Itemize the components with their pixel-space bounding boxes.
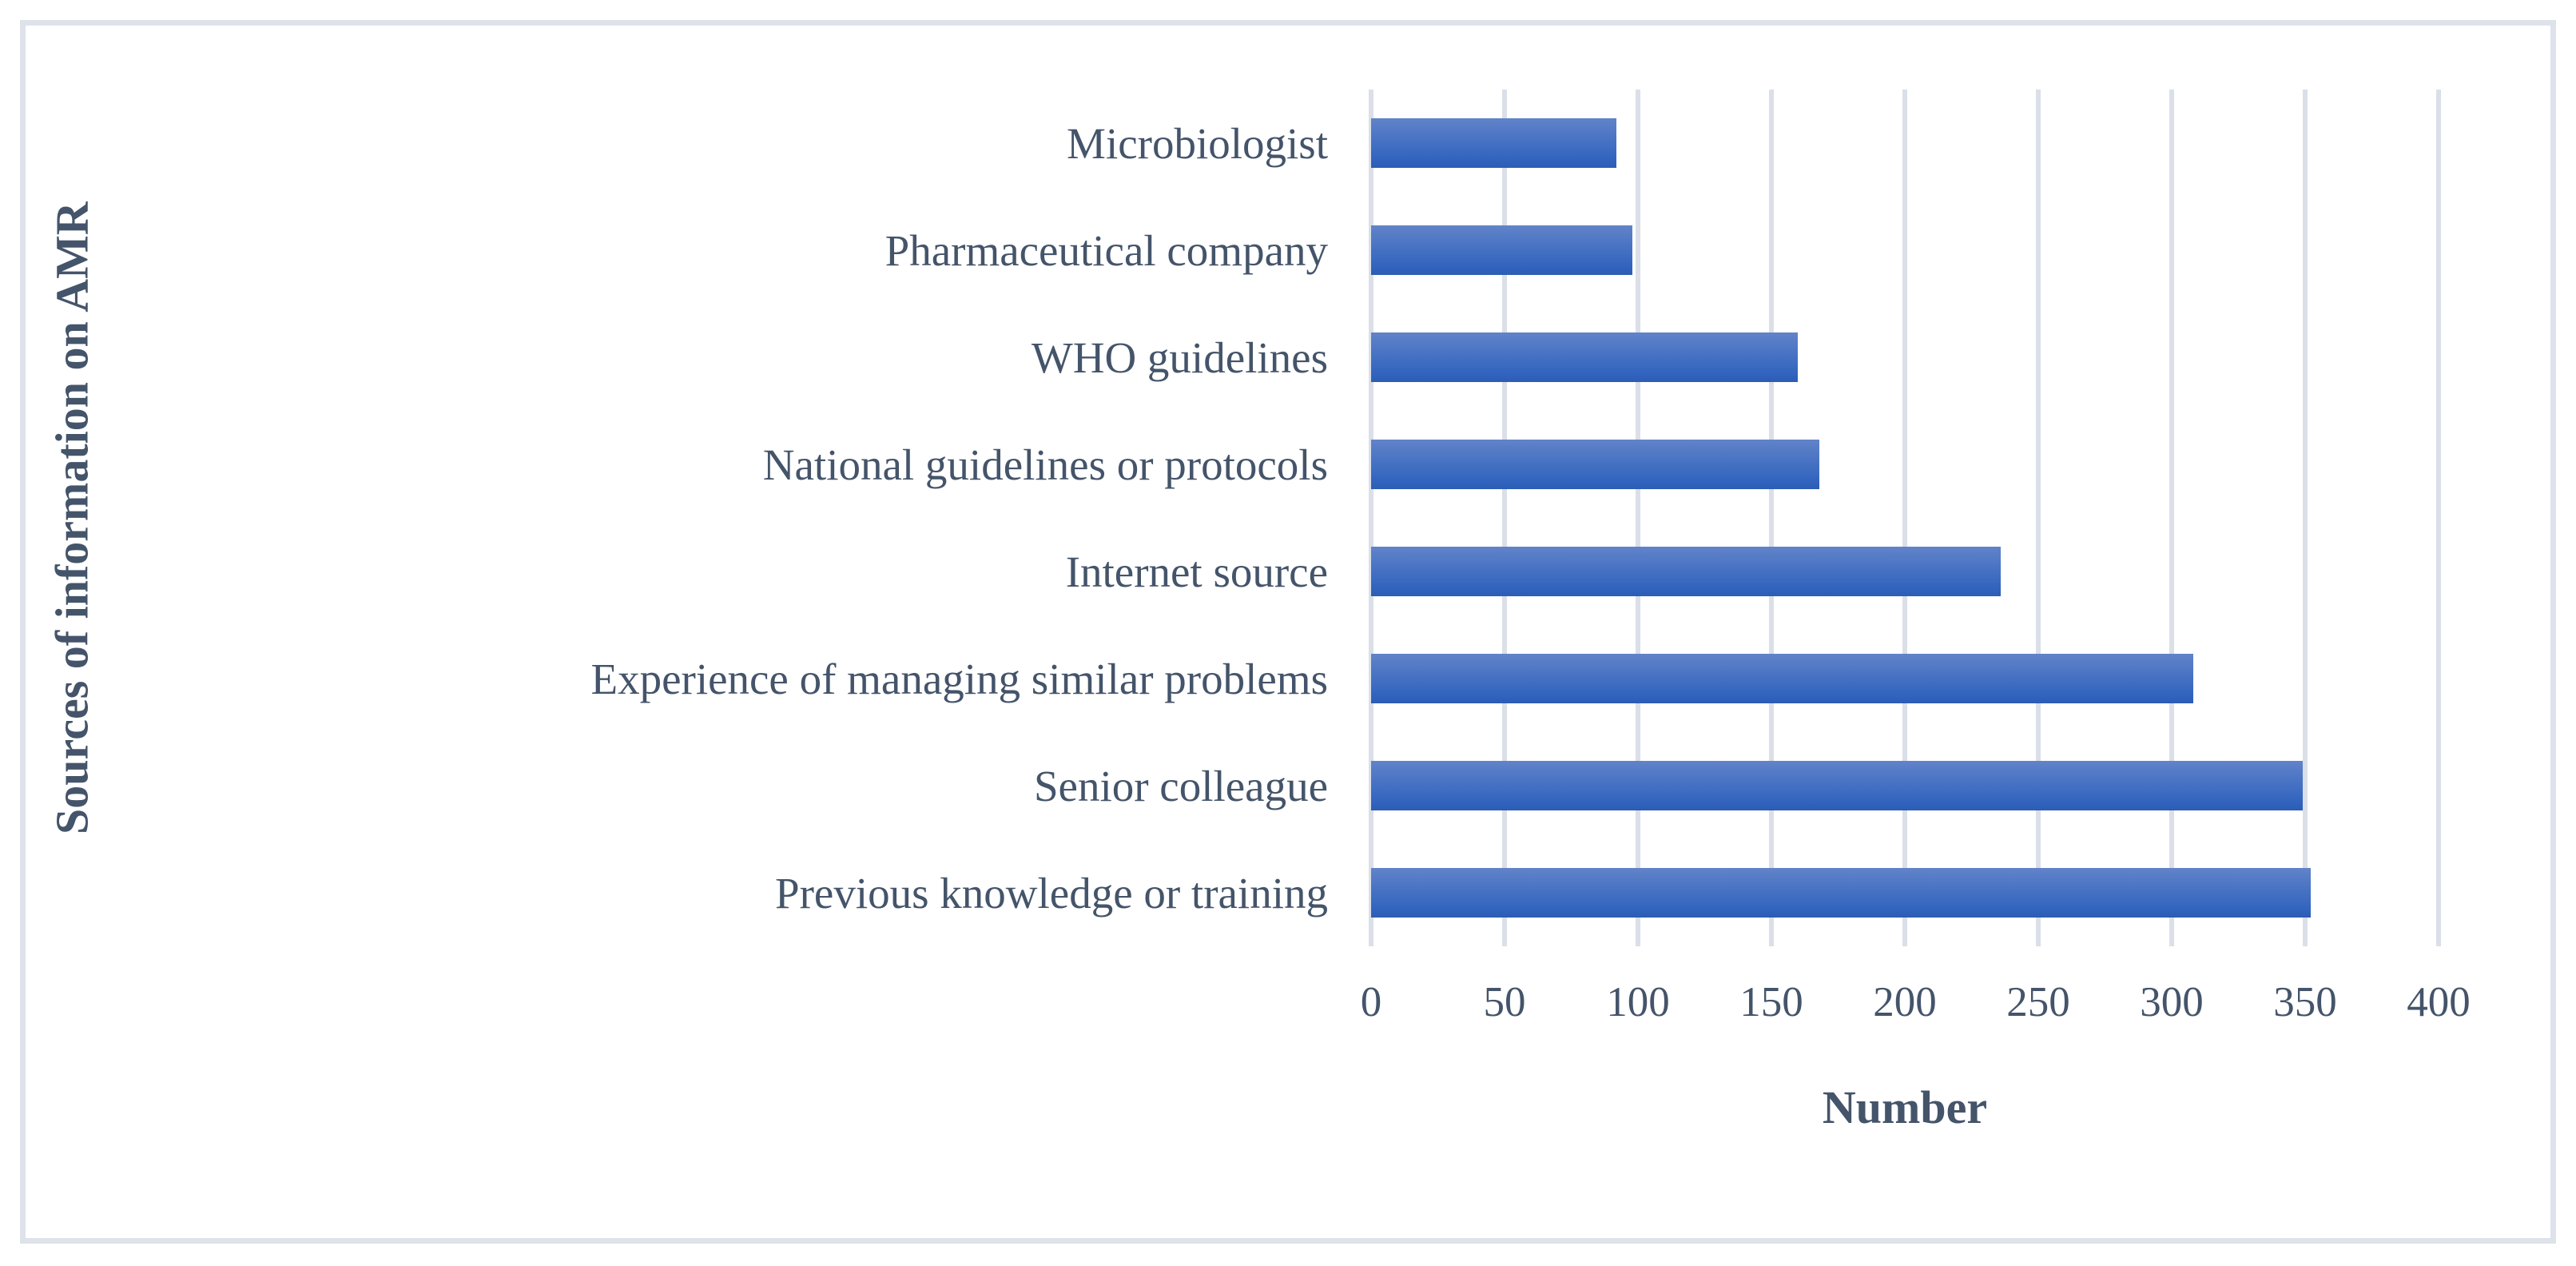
category-label: Pharmaceutical company	[885, 225, 1328, 275]
gridline-0	[1369, 90, 1373, 946]
category-axis-labels: Microbiologist Pharmaceutical company WHO …	[0, 90, 1371, 946]
bar-band	[1371, 839, 2439, 946]
category-label: Experience of managing similar problems	[590, 654, 1329, 703]
bar-band	[1371, 625, 2439, 732]
x-axis-title: Number	[1822, 1081, 1988, 1133]
x-tick-label-250: 250	[2006, 979, 2070, 1025]
bar-band	[1371, 518, 2439, 625]
gridline-200	[1902, 90, 1907, 946]
x-tick-label-300: 300	[2140, 979, 2204, 1025]
category-label: WHO guidelines	[1031, 332, 1328, 382]
category-label: Senior colleague	[1033, 761, 1328, 810]
bar-microbiologist	[1371, 118, 1617, 168]
gridline-50	[1502, 90, 1507, 946]
x-tick-label-350: 350	[2273, 979, 2337, 1025]
bar-who-guidelines	[1371, 332, 1799, 382]
bar-band	[1371, 411, 2439, 518]
gridline-150	[1769, 90, 1774, 946]
gridline-300	[2169, 90, 2174, 946]
bar-band	[1371, 304, 2439, 411]
x-tick-label-150: 150	[1739, 979, 1803, 1025]
gridline-250	[2036, 90, 2041, 946]
category-label: National guidelines or protocols	[762, 440, 1328, 489]
bar-previous-knowledge-or-training	[1371, 868, 2311, 918]
x-axis-tick-labels: 0 50 100 150 200 250 300 350 400	[1361, 973, 2471, 1031]
gridline-100	[1636, 90, 1640, 946]
gridline-350	[2303, 90, 2308, 946]
category-label: Microbiologist	[1067, 118, 1328, 168]
bar-national-guidelines-or-protocols	[1371, 440, 1820, 489]
category-label: Previous knowledge or training	[775, 868, 1328, 918]
bar-experience-of-managing-similar-problems	[1371, 654, 2193, 703]
bar-internet-source	[1371, 547, 2002, 596]
plot-area	[1369, 90, 2441, 946]
x-tick-label-0: 0	[1360, 979, 1382, 1025]
category-label: Internet source	[1065, 547, 1328, 596]
figure-border	[20, 20, 2556, 1244]
bar-senior-colleague	[1371, 761, 2303, 810]
gridline-400	[2436, 90, 2441, 946]
x-tick-label-400: 400	[2407, 979, 2471, 1025]
bar-band	[1371, 197, 2439, 304]
x-tick-label-100: 100	[1606, 979, 1670, 1025]
bar-band	[1371, 732, 2439, 839]
bar-band	[1371, 90, 2439, 197]
bar-pharmaceutical-company	[1371, 225, 1633, 275]
x-tick-label-50: 50	[1483, 979, 1526, 1025]
x-tick-label-200: 200	[1873, 979, 1937, 1025]
